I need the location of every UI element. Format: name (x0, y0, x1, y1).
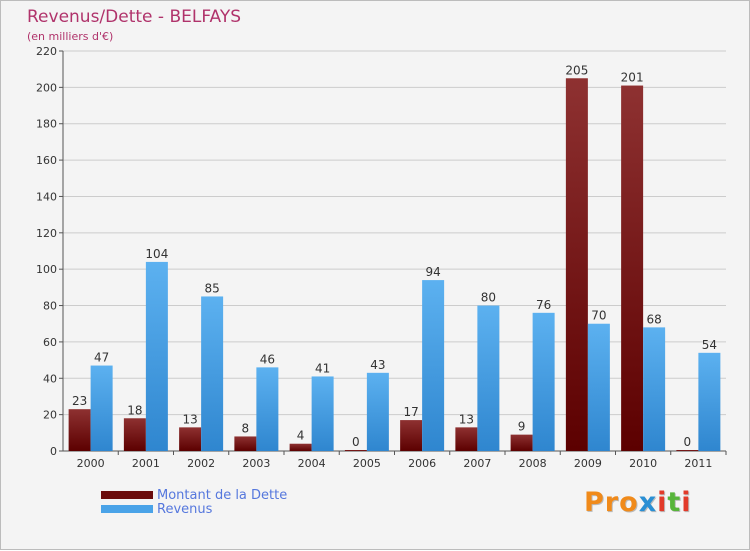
bar-revenus (366, 372, 389, 451)
value-label-revenus: 85 (204, 281, 219, 295)
value-label-revenus: 54 (702, 338, 717, 352)
value-labels: 23 47 18 104 13 85 8 46 4 41 0 43 17 94 13 80 9 76 205 70 20… (72, 63, 717, 449)
legend-label-revenus: Revenus (157, 501, 213, 517)
bars (68, 78, 721, 451)
y-tick-label: 20 (43, 409, 57, 422)
y-tick-label: 100 (36, 263, 57, 276)
bar-debt (179, 427, 202, 451)
value-label-debt: 8 (242, 421, 250, 435)
bar-revenus (201, 296, 224, 451)
bar-debt (344, 450, 367, 451)
bar-revenus (311, 376, 334, 451)
value-label-revenus: 68 (646, 312, 661, 326)
value-label-revenus: 76 (536, 298, 551, 312)
bar-revenus (532, 312, 555, 451)
value-label-revenus: 43 (370, 358, 385, 372)
value-label-debt: 17 (403, 405, 418, 419)
proxiti-logo: Proxiti (584, 487, 692, 518)
y-tick-label: 120 (36, 227, 57, 240)
value-label-debt: 23 (72, 394, 87, 408)
y-tick-label: 60 (43, 336, 57, 349)
x-tick-label: 2007 (463, 457, 491, 470)
y-tick-label: 180 (36, 118, 57, 131)
bar-revenus (145, 261, 168, 451)
value-label-debt: 13 (182, 412, 197, 426)
logo-letter: x (638, 487, 658, 518)
legend-label-debt: Montant de la Dette (157, 487, 288, 503)
value-label-revenus: 47 (94, 351, 109, 365)
value-label-revenus: 80 (481, 291, 496, 305)
value-label-revenus: 41 (315, 361, 330, 375)
value-label-debt: 9 (518, 420, 526, 434)
x-tick-label: 2005 (353, 457, 381, 470)
bar-revenus (643, 327, 666, 451)
y-tick-label: 160 (36, 154, 57, 167)
y-tick-label: 220 (36, 45, 57, 58)
legend-swatch-revenus (101, 505, 153, 513)
plot-area (63, 51, 726, 451)
x-tick-label: 2004 (298, 457, 326, 470)
bar-debt (123, 418, 146, 451)
logo-letter: r (604, 487, 620, 518)
y-tick-label: 200 (36, 81, 57, 94)
chart-title: Revenus/Dette - BELFAYS (27, 7, 242, 27)
bar-revenus (90, 365, 113, 451)
bar-revenus (422, 280, 445, 451)
value-label-debt: 18 (127, 403, 142, 417)
bar-revenus (587, 323, 610, 451)
x-tick-label: 2000 (77, 457, 105, 470)
bar-debt (621, 85, 644, 451)
bar-debt (400, 420, 423, 451)
bar-debt (455, 427, 478, 451)
x-tick-label: 2001 (132, 457, 160, 470)
x-tick-label: 2002 (187, 457, 215, 470)
bar-debt (234, 436, 257, 451)
x-tick-label: 2003 (242, 457, 270, 470)
legend-item-debt: Montant de la Dette (101, 487, 287, 503)
bar-debt (68, 409, 91, 451)
value-label-revenus: 94 (425, 265, 440, 279)
logo-letter: P (584, 487, 605, 518)
bar-debt (289, 443, 312, 451)
value-label-debt: 13 (459, 412, 474, 426)
x-tick-label: 2011 (684, 457, 712, 470)
logo-letter: i (681, 487, 692, 518)
y-tick-label: 80 (43, 300, 57, 313)
bar-revenus (256, 367, 279, 451)
x-tick-label: 2010 (629, 457, 657, 470)
value-label-debt: 205 (565, 63, 588, 77)
x-tick-label: 2009 (574, 457, 602, 470)
y-tick-label: 0 (50, 445, 57, 458)
y-tick-label: 140 (36, 190, 57, 203)
logo-letter: i (657, 487, 668, 518)
bar-revenus (698, 352, 721, 451)
logo-letter: o (619, 487, 639, 518)
value-label-revenus: 70 (591, 309, 606, 323)
chart-subtitle: (en milliers d'€) (27, 30, 114, 43)
value-label-debt: 201 (621, 71, 644, 85)
value-label-revenus: 46 (260, 352, 275, 366)
value-label-debt: 0 (684, 435, 692, 449)
logo-letter: t (667, 487, 682, 518)
y-tick-label: 40 (43, 372, 57, 385)
grid-lines (63, 50, 726, 451)
value-label-debt: 4 (297, 429, 305, 443)
bar-debt (565, 78, 588, 451)
bar-debt (676, 450, 699, 451)
x-tick-label: 2008 (519, 457, 547, 470)
x-tick-label: 2006 (408, 457, 436, 470)
bar-debt (510, 434, 533, 451)
value-label-debt: 0 (352, 435, 360, 449)
legend-swatch-debt (101, 491, 153, 499)
value-label-revenus: 104 (145, 247, 168, 261)
legend-item-revenus: Revenus (101, 501, 212, 517)
bar-revenus (477, 305, 500, 451)
